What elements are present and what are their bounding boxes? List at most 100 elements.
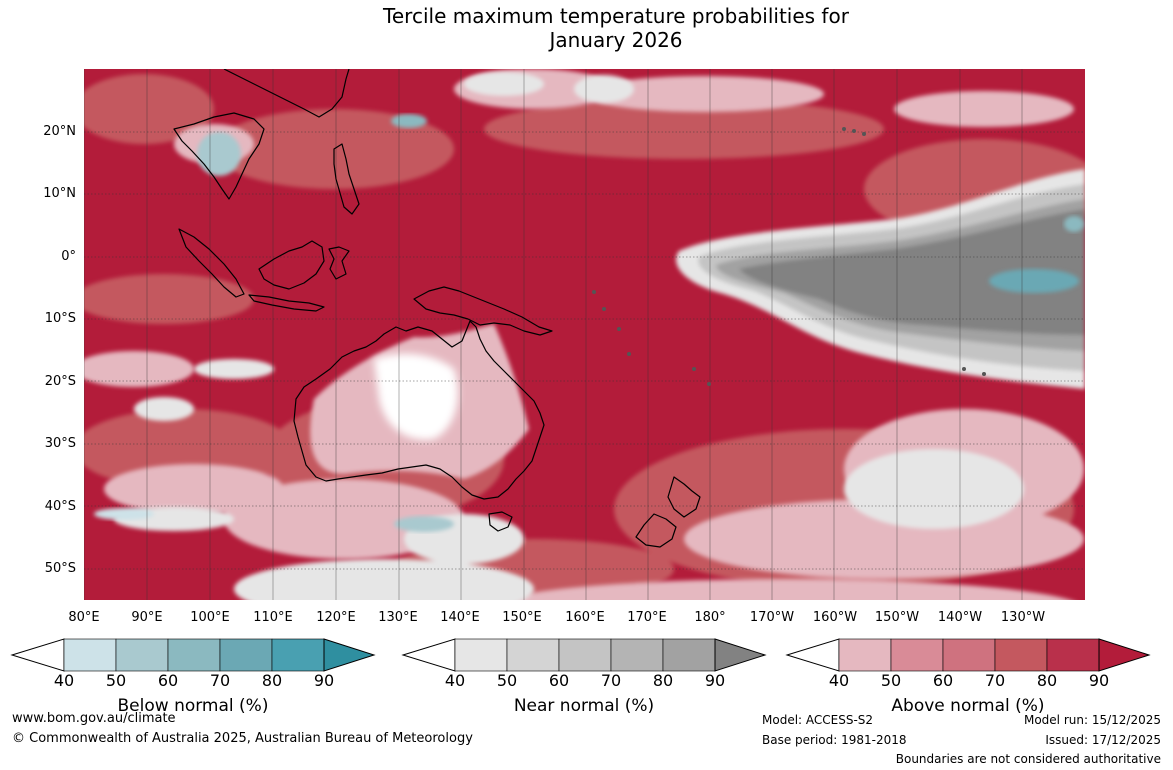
below-normal-patch-far-south — [94, 508, 154, 520]
colorbar-below-seg-5 — [271, 638, 325, 672]
colorbar-below-tick: 70 — [209, 671, 231, 690]
colorbar-near-tick: 70 — [600, 671, 622, 690]
colorbar-above-seg-1 — [838, 638, 892, 672]
model-name: Model: ACCESS-S2 — [762, 713, 874, 727]
colorbar-above-normal — [785, 638, 1151, 672]
lon-label-110e: 110°E — [253, 610, 293, 625]
lon-label-80e: 80°E — [68, 610, 100, 625]
base-period: Base period: 1981-2018 — [762, 733, 907, 747]
below-normal-patch-southern-ocean — [394, 516, 454, 532]
java-coastline — [248, 294, 325, 312]
lon-label-150e: 150°E — [502, 610, 542, 625]
new-guinea-coastline — [413, 286, 553, 336]
probability-map — [84, 69, 1085, 600]
issued-date: Issued: 17/12/2025 — [1045, 733, 1161, 747]
lon-label-180: 180° — [694, 610, 726, 625]
colorbar-near-title: Near normal (%) — [513, 696, 655, 716]
map-title-line1: Tercile maximum temperature probabilitie… — [383, 4, 849, 28]
below-normal-patch-pacific — [989, 269, 1079, 293]
colorbar-below-seg-1 — [63, 638, 117, 672]
lon-label-100e: 100°E — [190, 610, 230, 625]
australia-near-normal-core — [374, 353, 458, 440]
colorbar-near-tick: 50 — [496, 671, 518, 690]
lon-label-150w: 150°W — [874, 610, 920, 625]
lat-label-20s: 20°S — [44, 374, 76, 389]
below-normal-patch-pacific-2 — [1064, 216, 1084, 232]
colorbar-near-seg-2 — [506, 638, 560, 672]
china-coast — [223, 69, 350, 118]
colorbar-above-seg-4 — [994, 638, 1048, 672]
colorbar-above-tick: 50 — [880, 671, 902, 690]
colorbar-below-seg-2 — [115, 638, 169, 672]
lat-label-10s: 10°S — [44, 311, 76, 326]
lon-label-170e: 170°E — [627, 610, 667, 625]
colorbar-near-tick: 90 — [704, 671, 726, 690]
colorbar-below-seg-0 — [10, 638, 65, 672]
colorbar-above-tick: 80 — [1036, 671, 1058, 690]
colorbar-near-seg-0 — [401, 638, 456, 672]
colorbar-below-seg-3 — [167, 638, 221, 672]
colorbar-above-tick: 70 — [984, 671, 1006, 690]
lat-label-20n: 20°N — [43, 124, 76, 139]
tasmania-coastline — [488, 511, 513, 532]
longitude-gridlines — [84, 69, 1023, 600]
new-zealand-north-coastline — [667, 476, 701, 518]
colorbar-above-title: Above normal (%) — [891, 696, 1045, 716]
colorbar-near-tick: 60 — [548, 671, 570, 690]
lat-label-40s: 40°S — [44, 499, 76, 514]
lon-label-170w: 170°W — [749, 610, 795, 625]
colorbar-below-seg-6 — [323, 638, 376, 672]
australia-coastline — [293, 320, 545, 500]
lon-label-140e: 140°E — [440, 610, 480, 625]
sulawesi-coastline — [328, 246, 350, 280]
colorbar-below-normal — [10, 638, 376, 672]
lon-label-130w: 130°W — [1000, 610, 1046, 625]
pacific-islands — [592, 127, 986, 386]
indochina-coastline — [173, 112, 265, 200]
colorbar-above-tick: 60 — [932, 671, 954, 690]
colorbar-below-title: Below normal (%) — [117, 696, 269, 716]
sumatra-coastline — [178, 228, 245, 298]
borneo-coastline — [258, 240, 325, 290]
colorbar-near-normal — [401, 638, 767, 672]
lon-label-90e: 90°E — [131, 610, 163, 625]
lon-label-160e: 160°E — [565, 610, 605, 625]
colorbar-above-seg-5 — [1046, 638, 1100, 672]
lon-label-130e: 130°E — [378, 610, 418, 625]
colorbar-near-seg-3 — [558, 638, 612, 672]
map-title-line2: January 2026 — [549, 28, 683, 52]
colorbar-below-tick: 60 — [157, 671, 179, 690]
map-title: Tercile maximum temperature probabilitie… — [0, 4, 1173, 52]
new-zealand-south-coastline — [635, 513, 677, 548]
model-run-date: Model run: 15/12/2025 — [1023, 713, 1161, 727]
website-link[interactable]: www.bom.gov.au/climate — [12, 711, 176, 726]
colorbar-near-tick: 80 — [652, 671, 674, 690]
latitude-gridlines — [84, 131, 1085, 570]
colorbar-above-tick: 40 — [828, 671, 850, 690]
lon-label-140w: 140°W — [937, 610, 983, 625]
boundary-disclaimer: Boundaries are not considered authoritat… — [895, 752, 1161, 766]
colorbar-near-seg-1 — [454, 638, 508, 672]
near-normal-pacific-tongue — [676, 169, 1085, 389]
colorbar-below-tick: 80 — [261, 671, 283, 690]
lon-label-120e: 120°E — [316, 610, 356, 625]
colorbar-below-tick: 50 — [105, 671, 127, 690]
copyright-text: © Commonwealth of Australia 2025, Austra… — [12, 731, 473, 746]
colorbar-near-seg-5 — [662, 638, 716, 672]
colorbar-below-tick: 40 — [53, 671, 75, 690]
colorbar-above-seg-3 — [942, 638, 996, 672]
colorbar-below-tick: 90 — [313, 671, 335, 690]
colorbar-above-seg-2 — [890, 638, 944, 672]
philippines-coastline — [333, 143, 360, 215]
lat-label-10n: 10°N — [43, 186, 76, 201]
lat-label-50s: 50°S — [44, 561, 76, 576]
colorbar-near-tick: 40 — [444, 671, 466, 690]
lon-label-160w: 160°W — [812, 610, 858, 625]
lat-label-equator: 0° — [61, 249, 76, 264]
below-normal-patch-china-sea — [391, 114, 427, 128]
colorbar-below-seg-4 — [219, 638, 273, 672]
lat-label-30s: 30°S — [44, 436, 76, 451]
below-normal-patch-indochina — [197, 132, 241, 176]
colorbar-above-seg-0 — [785, 638, 840, 672]
colorbar-near-seg-4 — [610, 638, 664, 672]
